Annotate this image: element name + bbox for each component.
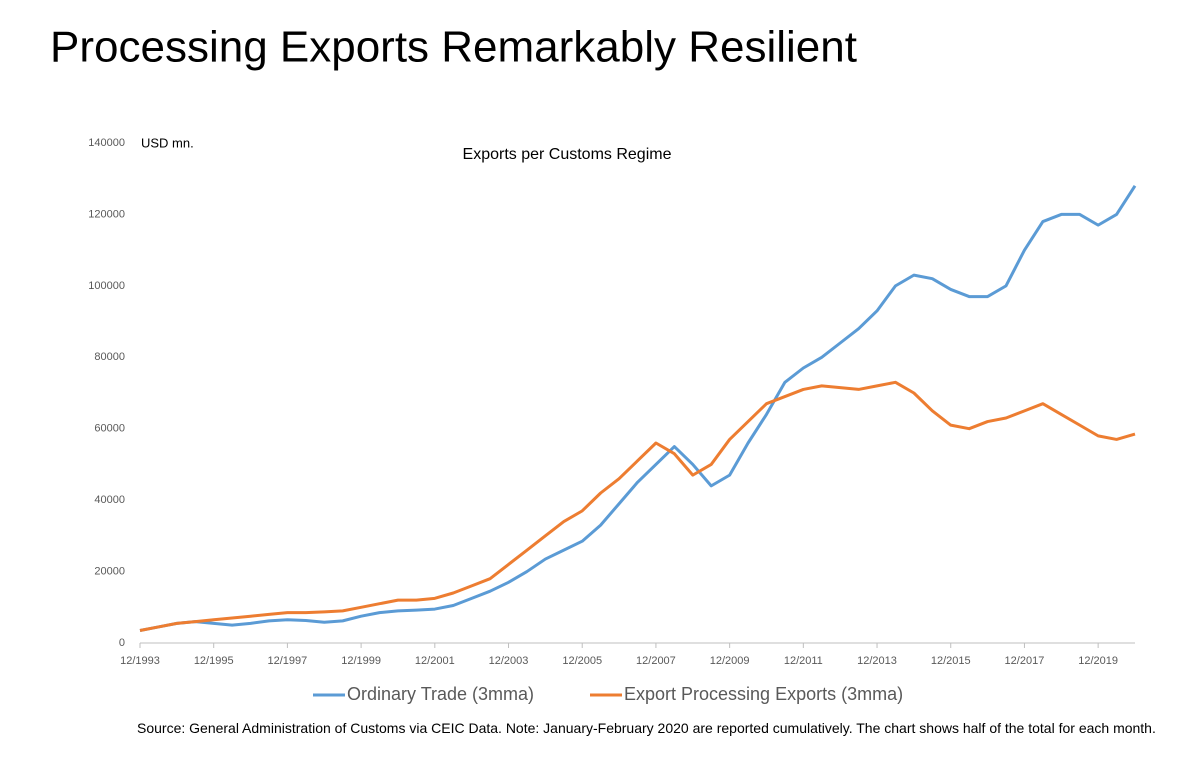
page-title: Processing Exports Remarkably Resilient [50,23,857,72]
x-tick-label: 12/2015 [931,655,971,667]
x-tick-label: 12/2013 [857,655,897,667]
legend-label: Export Processing Exports (3mma) [624,684,903,704]
x-tick-label: 12/2001 [415,655,455,667]
y-tick-label: 100000 [88,280,125,292]
x-tick-label: 12/1993 [120,655,160,667]
x-tick-label: 12/2019 [1078,655,1118,667]
x-tick-label: 12/2005 [562,655,602,667]
x-tick-label: 12/1997 [268,655,308,667]
series-line [139,185,1137,632]
chart-title: Exports per Customs Regime [463,146,672,163]
x-tick-label: 12/1995 [194,655,234,667]
y-tick-label: 0 [119,637,125,649]
x-tick-label: 12/2007 [636,655,676,667]
y-tick-label: 20000 [94,565,125,577]
y-tick-label: 40000 [94,494,125,506]
y-tick-label: 120000 [88,208,125,220]
x-tick-label: 12/2011 [784,655,823,667]
series-line [139,380,1136,632]
y-tick-label: 80000 [94,351,125,363]
x-tick-label: 12/2017 [1005,655,1045,667]
y-axis-label: USD mn. [141,135,194,150]
x-tick-label: 12/2003 [489,655,529,667]
source-note: Source: General Administration of Custom… [137,720,1156,736]
x-tick-label: 12/2009 [710,655,750,667]
x-tick-label: 12/1999 [341,655,381,667]
y-tick-label: 60000 [94,423,125,435]
legend-label: Ordinary Trade (3mma) [347,684,534,704]
y-tick-label: 140000 [88,137,125,149]
